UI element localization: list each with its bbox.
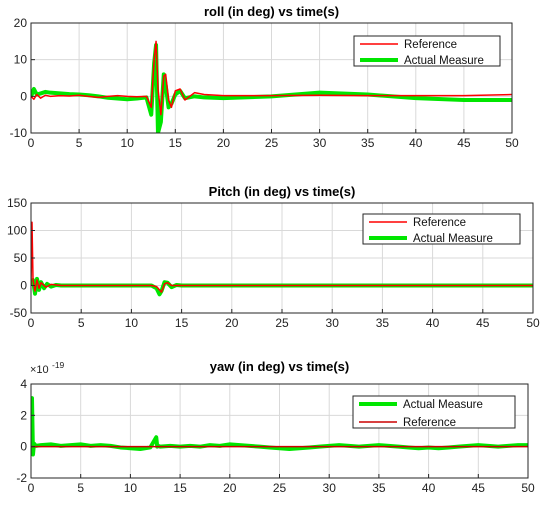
x-tick-label: 35 (372, 481, 386, 495)
series-line-reference (31, 40, 512, 116)
x-tick-label: 15 (175, 316, 189, 330)
legend-label: Actual Measure (404, 55, 484, 67)
x-tick-label: 20 (223, 481, 237, 495)
x-tick-label: 50 (526, 316, 540, 330)
x-tick-label: 50 (505, 136, 519, 150)
legend: Actual Measure Reference (352, 395, 516, 429)
y-tick-label: 4 (20, 377, 27, 391)
x-tick-label: 5 (77, 481, 84, 495)
legend-label: Reference (404, 39, 457, 51)
y-tick-label: 150 (7, 196, 27, 210)
x-tick-label: 10 (124, 481, 138, 495)
x-tick-label: 15 (169, 136, 183, 150)
y-tick-label: 2 (20, 408, 27, 422)
x-tick-label: 10 (125, 316, 139, 330)
x-tick-label: 40 (422, 481, 436, 495)
series-line-actual-measure (31, 396, 528, 457)
x-tick-label: 20 (225, 316, 239, 330)
y-tick-label: 0 (20, 89, 27, 103)
x-tick-label: 50 (521, 481, 535, 495)
legend-label: Actual Measure (403, 399, 483, 411)
x-tick-label: 10 (121, 136, 135, 150)
y-tick-label: 0 (20, 279, 27, 293)
y-tick-label: -10 (10, 126, 28, 140)
series-line-reference (31, 221, 533, 293)
chart-title: roll (in deg) vs time(s) (204, 4, 339, 19)
x-tick-label: 5 (78, 316, 85, 330)
x-tick-label: 0 (28, 136, 35, 150)
x-tick-label: 30 (326, 316, 340, 330)
x-tick-label: 25 (273, 481, 287, 495)
legend-label: Actual Measure (413, 233, 493, 245)
x-tick-label: 35 (361, 136, 375, 150)
x-tick-label: 15 (173, 481, 187, 495)
y-tick-label: -50 (10, 306, 28, 320)
x-tick-label: 5 (76, 136, 83, 150)
legend-label: Reference (403, 417, 456, 429)
x-tick-label: 35 (376, 316, 390, 330)
y-axis-exponent: ×10 (30, 364, 49, 376)
x-tick-label: 20 (217, 136, 231, 150)
x-tick-label: 30 (323, 481, 337, 495)
y-tick-label: 100 (7, 224, 27, 238)
x-tick-label: 40 (426, 316, 440, 330)
x-tick-label: 45 (476, 316, 490, 330)
y-axis-exponent-power: -19 (52, 360, 65, 370)
y-tick-label: 10 (14, 53, 28, 67)
y-tick-label: 20 (14, 16, 28, 30)
x-tick-label: 45 (457, 136, 471, 150)
x-tick-label: 25 (275, 316, 289, 330)
y-tick-label: 50 (14, 251, 28, 265)
x-tick-label: 25 (265, 136, 279, 150)
legend: Reference Actual Measure (362, 213, 521, 245)
x-tick-label: 0 (28, 316, 35, 330)
x-tick-label: 45 (472, 481, 486, 495)
legend-label: Reference (413, 217, 466, 229)
y-tick-label: 0 (20, 440, 27, 454)
x-tick-label: 40 (409, 136, 423, 150)
x-tick-label: 0 (28, 481, 35, 495)
x-tick-label: 30 (313, 136, 327, 150)
y-tick-label: -2 (16, 471, 27, 485)
legend: Reference Actual Measure (353, 35, 501, 67)
chart-title: Pitch (in deg) vs time(s) (209, 184, 356, 199)
chart-title: yaw (in deg) vs time(s) (210, 359, 349, 374)
